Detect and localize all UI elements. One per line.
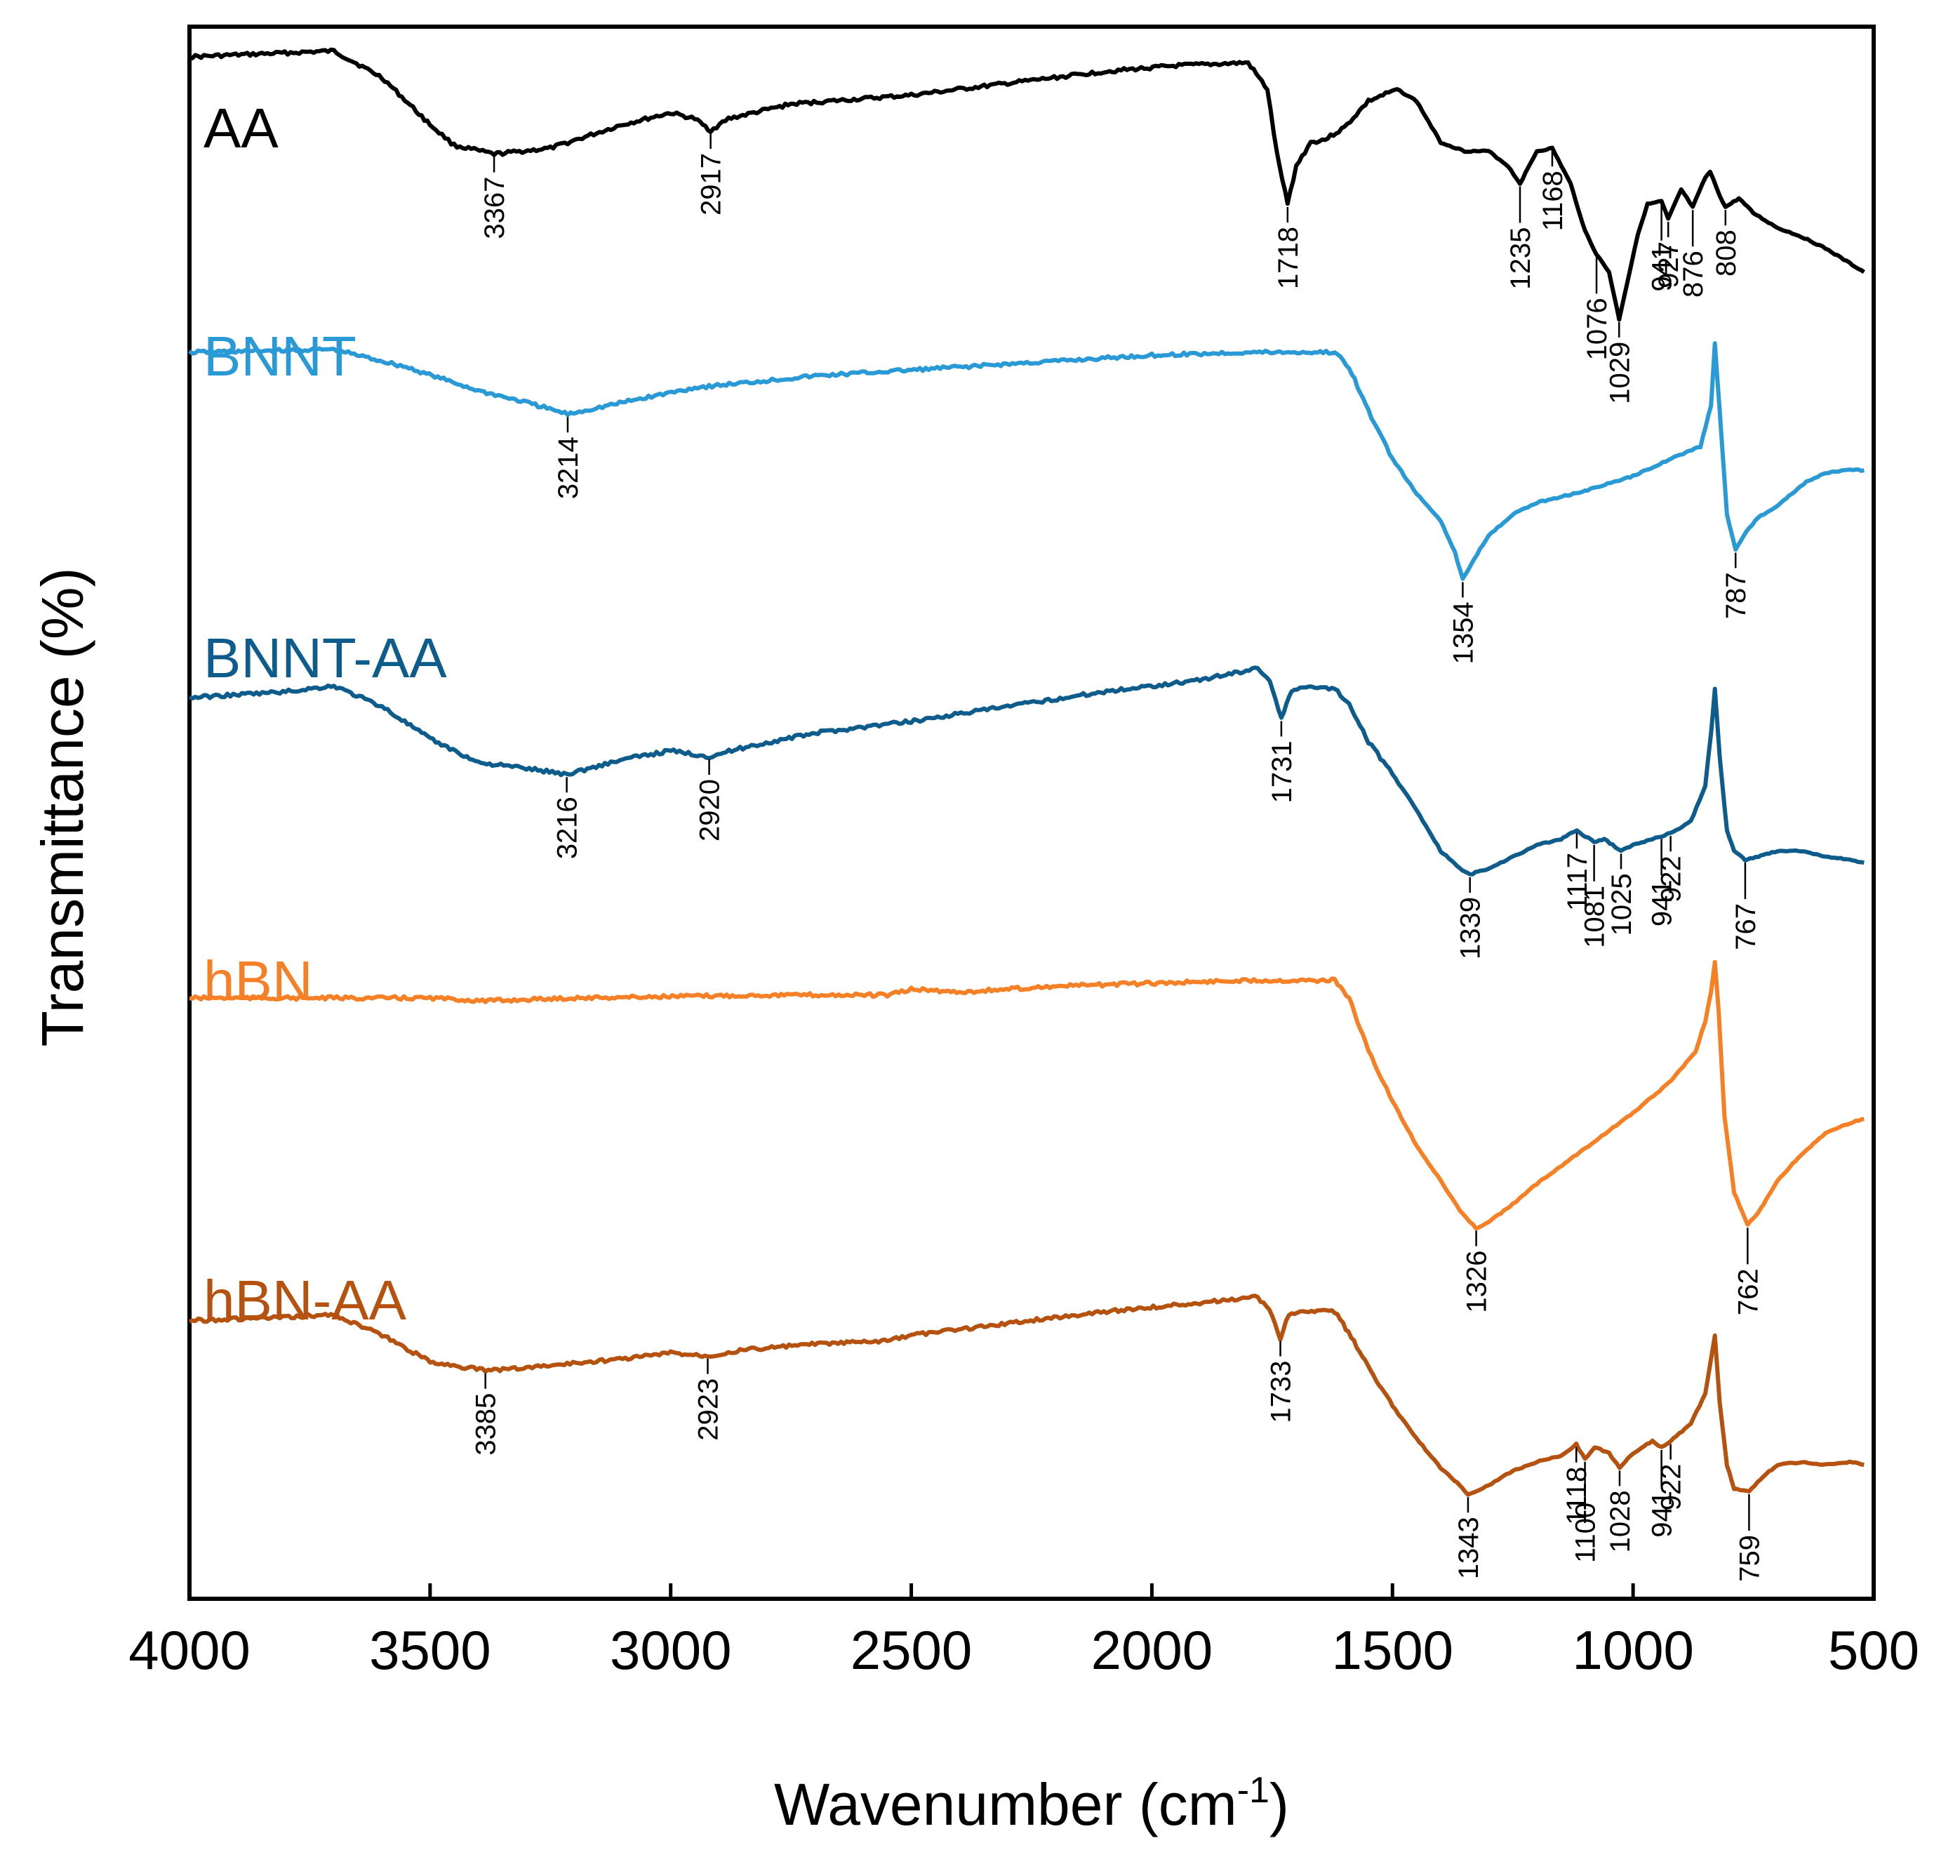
peak-label: 876: [1678, 251, 1709, 298]
series-label-aa: AA: [204, 97, 279, 159]
peak-label: 927: [1653, 241, 1684, 288]
x-axis-title: Wavenumber (cm-1): [774, 1770, 1289, 1837]
plot-frame: [187, 25, 1876, 1601]
x-tick-label: 1000: [1572, 1619, 1694, 1681]
peak-label: 1100: [1571, 1503, 1601, 1563]
peak-label: 759: [1734, 1535, 1765, 1582]
peak-label: 1025: [1606, 873, 1637, 936]
x-axis-ticks: 4000 3500 3000 2500 2000 1500 1000 500: [128, 1583, 1919, 1681]
peak-label: 3216: [552, 797, 583, 859]
peak-label: 1354: [1448, 601, 1479, 664]
peak-label: 808: [1711, 229, 1742, 277]
series-line-aa: [189, 47, 1865, 322]
peak-label: 1326: [1462, 1251, 1493, 1313]
peak-label: 1117: [1562, 853, 1593, 911]
x-axis-title-close: ): [1269, 1771, 1289, 1837]
x-tick-label: 500: [1828, 1619, 1919, 1681]
peak-label: 941: [1647, 879, 1678, 926]
series-label-bnnt: BNNT: [204, 325, 356, 387]
peak-label: 3367: [479, 177, 510, 239]
series-label-bnnt-aa: BNNT-AA: [204, 627, 447, 689]
y-axis-title: Transmittance (%): [29, 567, 95, 1046]
peak-label: 1343: [1453, 1517, 1484, 1579]
peak-label: 3214: [553, 437, 584, 499]
x-tick-label: 2500: [851, 1619, 973, 1681]
peak-label: 1081: [1580, 886, 1611, 948]
peak-label: 1118: [1561, 1467, 1592, 1525]
peak-label: 922: [1656, 1464, 1687, 1511]
x-tick-label: 1500: [1332, 1619, 1454, 1681]
peak-label: 941: [1647, 245, 1678, 292]
x-tick-label: 2000: [1091, 1619, 1213, 1681]
peak-label: 1235: [1505, 227, 1536, 290]
series-label-hbn: hBN: [204, 950, 313, 1012]
series-layer: AA BNNT BNNT-AA hBN hBN-AA: [188, 47, 1865, 1497]
series-label-hbn-aa: hBN-AA: [204, 1269, 407, 1331]
peak-label: 762: [1733, 1268, 1764, 1315]
peak-label: 1339: [1455, 897, 1486, 959]
peak-label: 2920: [695, 779, 726, 841]
peak-label: 1028: [1605, 1490, 1636, 1552]
peak-label: 1168: [1538, 171, 1568, 231]
peak-label: 767: [1731, 903, 1761, 950]
peak-label: 1029: [1604, 342, 1635, 404]
peak-label: 1718: [1273, 227, 1304, 289]
peak-label: 787: [1721, 572, 1752, 619]
series-line-hbn: [189, 959, 1865, 1231]
x-tick-label: 3500: [369, 1619, 491, 1681]
peak-label: 1731: [1267, 740, 1298, 803]
peak-label: 2917: [696, 153, 727, 215]
peak-label: 3385: [471, 1393, 502, 1456]
peak-label: 2923: [693, 1378, 724, 1441]
series-line-bnnt-aa: [188, 665, 1865, 877]
peak-label: 922: [1656, 856, 1687, 903]
peak-label: 1733: [1266, 1361, 1297, 1423]
x-axis-title-sup: -1: [1237, 1770, 1269, 1811]
x-tick-label: 3000: [610, 1619, 732, 1681]
series-line-hbn-aa: [188, 1293, 1865, 1497]
peak-label: 941: [1647, 1491, 1678, 1538]
peak-label: 1076: [1582, 298, 1613, 360]
x-tick-label: 4000: [128, 1619, 251, 1681]
series-line-bnnt: [188, 341, 1865, 581]
